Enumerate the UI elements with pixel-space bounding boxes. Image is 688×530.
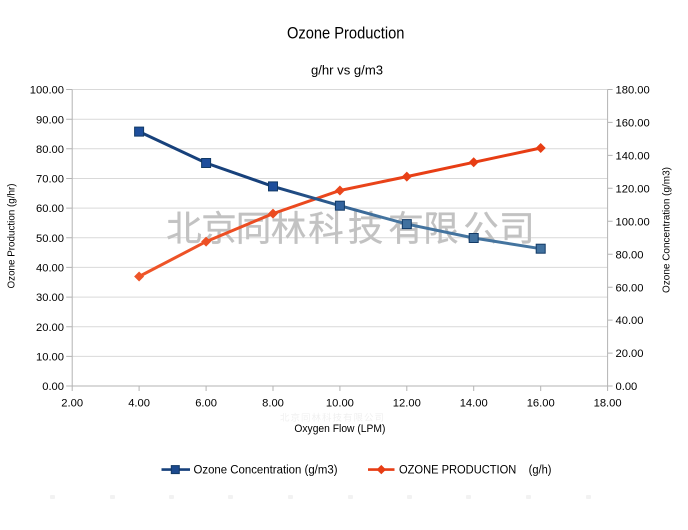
- svg-text:10.00: 10.00: [326, 398, 354, 410]
- svg-text:50.00: 50.00: [36, 233, 64, 245]
- svg-text:Ozone Production: Ozone Production: [287, 23, 405, 42]
- svg-text:6.00: 6.00: [195, 398, 217, 410]
- svg-text:12.00: 12.00: [393, 398, 421, 410]
- svg-text:160.00: 160.00: [616, 118, 650, 130]
- svg-text:0.00: 0.00: [616, 381, 638, 393]
- svg-text:2.00: 2.00: [61, 398, 83, 410]
- svg-text:10.00: 10.00: [36, 352, 64, 364]
- svg-text:Ozone Production (g/hr): Ozone Production (g/hr): [7, 184, 18, 289]
- svg-text:80.00: 80.00: [36, 144, 64, 156]
- svg-text:80.00: 80.00: [616, 249, 644, 261]
- svg-text:60.00: 60.00: [616, 282, 644, 294]
- svg-text:20.00: 20.00: [36, 322, 64, 334]
- svg-text:90.00: 90.00: [36, 114, 64, 126]
- svg-text:Ozone Concentration (g/m3): Ozone Concentration (g/m3): [194, 464, 338, 476]
- svg-text:30.00: 30.00: [36, 292, 64, 304]
- svg-text:70.00: 70.00: [36, 174, 64, 186]
- svg-text:Ozone Concentration (g/m3): Ozone Concentration (g/m3): [662, 167, 673, 293]
- svg-text:Oxygen Flow (LPM): Oxygen Flow (LPM): [294, 423, 385, 435]
- svg-text:140.00: 140.00: [616, 151, 650, 163]
- svg-text:OZONE PRODUCTION (g/h): OZONE PRODUCTION (g/h): [399, 464, 552, 476]
- svg-text:60.00: 60.00: [36, 203, 64, 215]
- svg-text:0.00: 0.00: [42, 381, 64, 393]
- svg-text:8.00: 8.00: [262, 398, 284, 410]
- svg-text:100.00: 100.00: [30, 85, 64, 97]
- svg-text:4.00: 4.00: [128, 398, 150, 410]
- svg-text:g/hr vs g/m3: g/hr vs g/m3: [311, 63, 383, 78]
- svg-text:120.00: 120.00: [616, 183, 650, 195]
- svg-text:40.00: 40.00: [616, 315, 644, 327]
- svg-text:14.00: 14.00: [460, 398, 488, 410]
- svg-text:40.00: 40.00: [36, 263, 64, 275]
- svg-text:20.00: 20.00: [616, 348, 644, 360]
- svg-text:18.00: 18.00: [594, 398, 622, 410]
- svg-text:16.00: 16.00: [527, 398, 555, 410]
- svg-text:100.00: 100.00: [616, 216, 650, 228]
- svg-text:180.00: 180.00: [616, 85, 650, 97]
